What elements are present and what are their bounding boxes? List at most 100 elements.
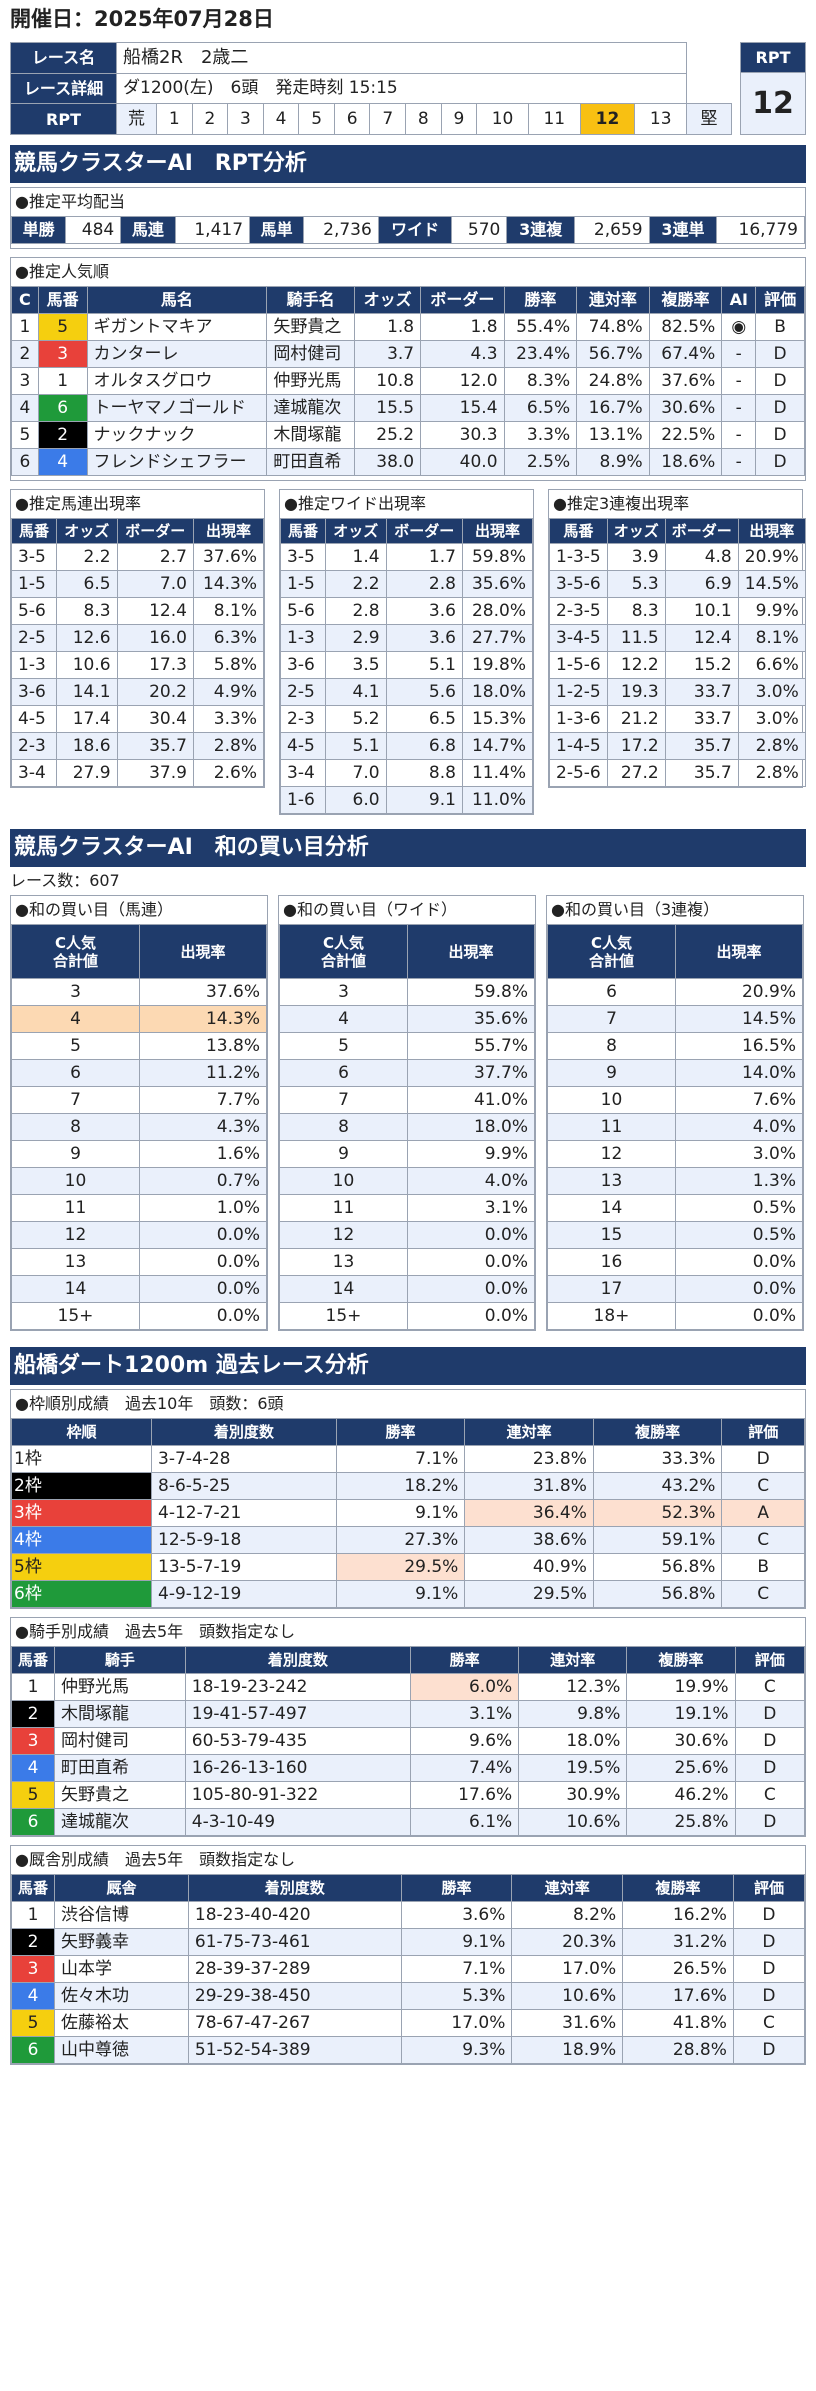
table-row: 4枠 12-5-9-18 27.3% 38.6% 59.1% C [11,1526,805,1554]
trainer-cell: 矢野義幸 [54,1928,189,1956]
rpt-label: RPT [10,103,117,135]
combo-cell: 4-5 [11,705,57,733]
grade: D [755,394,805,422]
gate-cell: 18.2% [335,1472,466,1500]
jockey-header: 着別度数 [184,1646,412,1674]
combo-cell: 2.8% [737,732,806,760]
table-row: 11 4.0% [547,1113,803,1141]
table-row: 10 0.7% [11,1167,267,1195]
jockey-name: 木間塚龍 [266,421,356,449]
pop-place3: 67.4% [648,340,723,368]
sum-table: C人気 合計値 出現率 6 20.9% 7 14.5% 8 16.5% 9 14.0% 10 7.6% 1… [547,924,803,1330]
sum-value: 14 [279,1275,408,1303]
horse-number: 1 [37,367,88,395]
combo-cell: 37.9 [116,759,194,787]
combo-cell: 2.9 [324,624,387,652]
table-row: 14 0.0% [11,1275,267,1303]
combo-header: 出現率 [461,518,534,544]
table-row: 3-6 3.5 5.1 19.8% [280,651,534,679]
sum-value: 6 [547,978,676,1006]
horse-number: 4 [10,1754,56,1782]
sum-rate: 0.0% [675,1302,803,1330]
sum-header-rate: 出現率 [139,924,267,979]
gate-cell: A [721,1499,805,1527]
sum-value: 12 [279,1221,408,1249]
combo-cell: 19.8% [461,651,534,679]
combo-cell: 4.1 [324,678,387,706]
table-row: 5-6 2.8 3.6 28.0% [280,597,534,625]
combo-header: ボーダー [664,518,739,544]
sum-value: 7 [547,1005,676,1033]
gate-label: 5枠 [11,1553,152,1581]
table-row: 4 佐々木功 29-29-38-450 5.3% 10.6% 17.6% D [10,1982,806,2010]
payout-label: 馬連 [120,216,176,244]
sum-rate: 3.1% [407,1194,535,1222]
gate-cell: 56.8% [592,1553,723,1581]
table-row: 6 4 フレンドシェフラー 町田直希 38.0 40.0 2.5% 8.9% 18.6% - D [11,448,805,476]
sum-rate: 0.7% [139,1167,267,1195]
combo-cell: 1-3 [280,624,326,652]
table-row: 5枠 13-5-7-19 29.5% 40.9% 56.8% B [11,1553,805,1581]
sum-header-rate: 出現率 [675,924,803,979]
gate-cell: D [721,1445,805,1473]
combo-cell: 2-3-5 [549,597,608,625]
combo-cell: 1.7 [385,543,463,571]
horse-number: 5 [10,2009,56,2037]
combo-cell: 27.9 [55,759,118,787]
jockey-cell: 岡村健司 [54,1727,186,1755]
rpt-cell-12: 12 [579,103,636,135]
trainer-cell: 26.5% [622,1955,734,1983]
horse-number: 3 [10,1955,56,1983]
payout-label: 馬単 [249,216,305,244]
combo-cell: 10.1 [664,597,739,625]
combo-cell: 35.7 [664,759,739,787]
trainer-cell: 28.8% [622,2036,734,2064]
sum-rate: 37.7% [407,1059,535,1087]
horse-number: 6 [37,394,88,422]
table-row: 11 1.0% [11,1194,267,1222]
payout-label: 3連複 [506,216,576,244]
combo-cell: 4-5 [280,732,326,760]
gate-box: ●枠順別成績 過去10年 頭数：6頭 枠順 着別度数 勝率 連対率 複勝率 評価 1枠 3-7… [10,1389,806,1609]
jockey-cell: D [734,1727,806,1755]
sum-value: 10 [11,1167,140,1195]
table-row: 2-5-6 27.2 35.7 2.8% [549,759,806,787]
jockey-cell: 町田直希 [54,1754,186,1782]
pop-rank: 5 [11,421,39,449]
sum-rate: 7.7% [139,1086,267,1114]
pop-header: 評価 [755,286,805,314]
combo-cell: 2.2 [324,570,387,598]
table-row: 4 6 トーヤマノゴールド 達城龍次 15.5 15.4 6.5% 16.7% 30.6% - D [11,394,805,422]
table-row: 5-6 8.3 12.4 8.1% [11,597,265,625]
rpt-cell-11: 11 [527,103,581,135]
sum-box: ●和の買い目（3連複） C人気 合計値 出現率 6 20.9% 7 14.5% 8 16.5% 9 1… [546,895,804,1331]
combo-header: 馬番 [549,518,608,544]
ai-mark: - [721,394,757,422]
trainer-cell: 78-67-47-267 [187,2009,402,2037]
sum-value: 8 [547,1032,676,1060]
gate-cell: C [721,1580,805,1608]
gate-cell: 4-12-7-21 [151,1499,337,1527]
sum-rate: 59.8% [407,978,535,1006]
pop-rank: 3 [11,367,39,395]
combo-cell: 1-3-6 [549,705,608,733]
payout-box: ●推定平均配当 単勝 484 馬連 1,417 馬単 2,736 ワイド 570 3連複 2,65… [10,187,806,249]
jockey-cell: 10.6% [518,1808,628,1836]
table-row: 15 0.5% [547,1221,803,1249]
combo-cell: 1-4-5 [549,732,608,760]
pop-win: 8.3% [503,367,578,395]
gate-cell: 38.6% [464,1526,594,1554]
pop-place2: 74.8% [576,313,650,341]
table-row: 15+ 0.0% [11,1302,267,1330]
table-row: 4 14.3% [11,1005,267,1033]
sum-caption: ●和の買い目（3連複） [551,900,720,919]
sum-value: 7 [11,1086,140,1114]
combo-cell: 1.4 [324,543,387,571]
sum-rate: 3.0% [675,1140,803,1168]
combo-cell: 14.3% [192,570,265,598]
combo-cell: 14.1 [55,678,118,706]
sum-value: 9 [547,1059,676,1087]
trainer-cell: 18-23-40-420 [187,1901,402,1929]
sum-value: 13 [279,1248,408,1276]
combo-cell: 3.6 [385,624,463,652]
